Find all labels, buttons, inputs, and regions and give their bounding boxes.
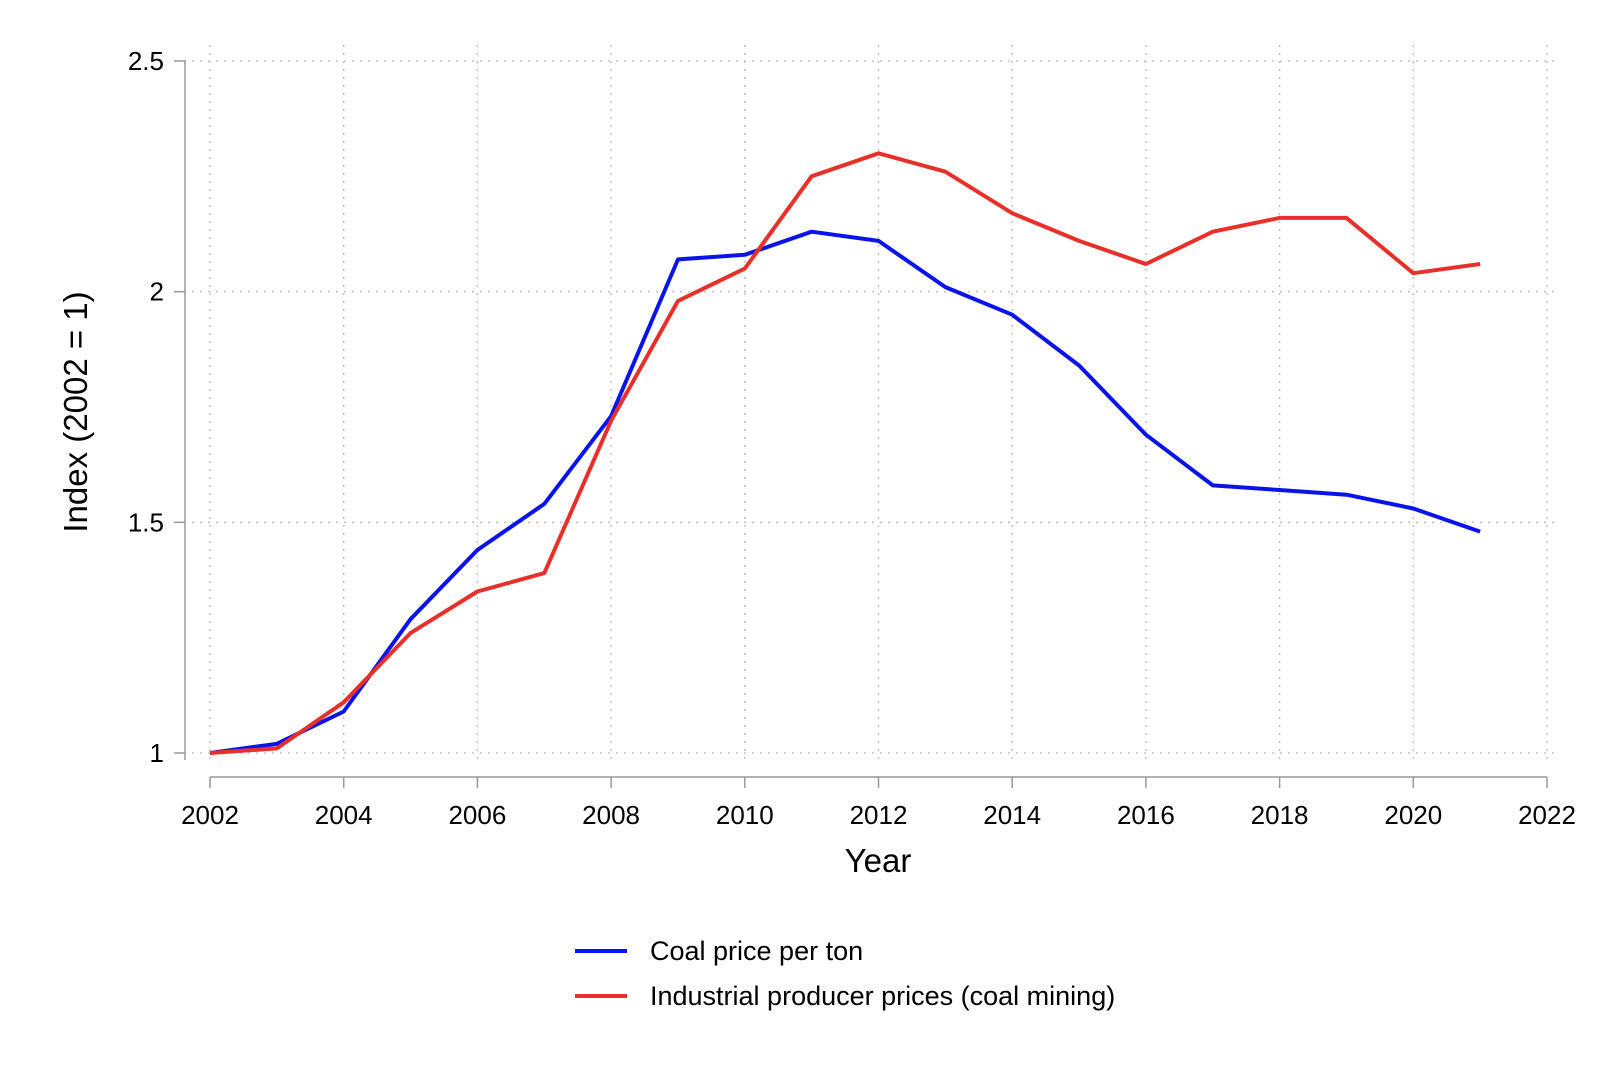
series-line-2 <box>209 151 1481 755</box>
x-tick-label: 2018 <box>1251 800 1309 830</box>
legend: Coal price per ton Industrial producer pr… <box>575 936 1115 1011</box>
series-line-1 <box>209 229 1481 755</box>
x-axis-label: Year <box>845 842 912 879</box>
x-tick-label: 2004 <box>315 800 373 830</box>
x-tick-label: 2020 <box>1384 800 1442 830</box>
x-tick-label: 2016 <box>1117 800 1175 830</box>
y-tick-label: 1.5 <box>128 507 164 537</box>
y-tick-label: 2.5 <box>128 46 164 76</box>
y-axis-label: Index (2002 = 1) <box>57 291 94 532</box>
x-tick-label: 2002 <box>181 800 239 830</box>
axis-ticks: 2002 2004 2006 2008 2010 2012 2014 2016 2018 2020… <box>128 46 1576 830</box>
x-tick-label: 2022 <box>1518 800 1576 830</box>
legend-label-2: Industrial producer prices (coal mining) <box>650 981 1115 1011</box>
x-tick-label: 2014 <box>983 800 1041 830</box>
legend-label-1: Coal price per ton <box>650 936 863 966</box>
axes <box>184 60 1547 778</box>
x-tick-label: 2012 <box>850 800 908 830</box>
y-tick-label: 1 <box>150 738 164 768</box>
x-tick-label: 2008 <box>582 800 640 830</box>
grid-lines <box>192 45 1557 761</box>
x-tick-label: 2010 <box>716 800 774 830</box>
x-tick-label: 2006 <box>448 800 506 830</box>
y-tick-label: 2 <box>150 277 164 307</box>
series-lines <box>209 151 1481 755</box>
